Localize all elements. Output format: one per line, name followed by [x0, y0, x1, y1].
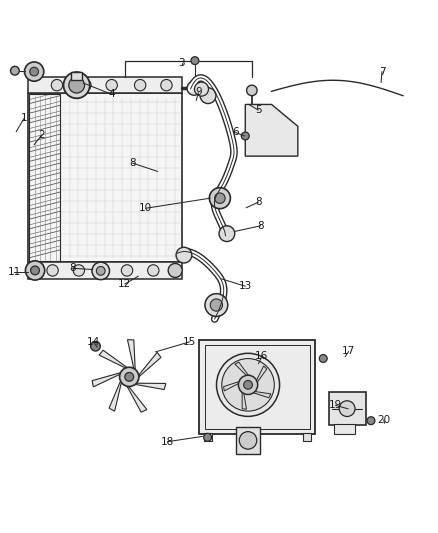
Circle shape: [168, 263, 182, 278]
Circle shape: [219, 226, 235, 241]
Text: 3: 3: [178, 58, 185, 68]
Circle shape: [205, 294, 228, 317]
Text: 10: 10: [139, 203, 152, 213]
Circle shape: [204, 433, 212, 441]
Text: 12: 12: [118, 279, 131, 289]
Circle shape: [92, 262, 110, 280]
Bar: [328, 392, 366, 425]
Text: 9: 9: [195, 87, 202, 97]
Polygon shape: [109, 381, 121, 411]
Circle shape: [106, 79, 117, 91]
Circle shape: [96, 266, 105, 275]
Polygon shape: [127, 340, 135, 369]
Text: 11: 11: [8, 267, 21, 277]
Bar: [29, 94, 60, 261]
Text: 20: 20: [377, 415, 390, 425]
Polygon shape: [127, 386, 147, 412]
Bar: [204, 433, 212, 441]
Circle shape: [238, 375, 258, 394]
Polygon shape: [235, 362, 249, 376]
Circle shape: [244, 381, 252, 389]
Circle shape: [148, 265, 159, 276]
Circle shape: [210, 299, 223, 311]
Polygon shape: [139, 352, 161, 377]
Circle shape: [319, 354, 327, 362]
Bar: [28, 262, 182, 279]
Circle shape: [120, 367, 139, 386]
Circle shape: [47, 265, 58, 276]
Circle shape: [222, 359, 274, 411]
Circle shape: [125, 373, 134, 381]
Text: 8: 8: [129, 158, 136, 168]
Text: 16: 16: [255, 351, 268, 361]
Text: 4: 4: [108, 90, 115, 99]
Circle shape: [161, 79, 172, 91]
Circle shape: [73, 265, 85, 276]
Circle shape: [51, 79, 63, 91]
Polygon shape: [99, 350, 127, 368]
Circle shape: [69, 77, 85, 93]
Bar: [303, 433, 311, 441]
Circle shape: [80, 79, 91, 91]
Circle shape: [209, 188, 230, 209]
Circle shape: [11, 66, 19, 75]
Bar: [28, 93, 182, 262]
Circle shape: [339, 401, 355, 416]
Circle shape: [134, 79, 146, 91]
Circle shape: [97, 265, 109, 276]
Circle shape: [194, 82, 208, 96]
Circle shape: [121, 265, 133, 276]
Circle shape: [91, 342, 100, 351]
Circle shape: [215, 193, 225, 204]
Circle shape: [191, 56, 199, 64]
Text: 7: 7: [378, 67, 385, 77]
Text: 8: 8: [255, 197, 262, 207]
Text: 6: 6: [232, 127, 239, 138]
Text: 1: 1: [21, 114, 28, 124]
Bar: [71, 72, 82, 80]
Circle shape: [247, 85, 257, 96]
Circle shape: [239, 432, 257, 449]
Circle shape: [30, 67, 39, 76]
Circle shape: [367, 417, 375, 425]
Polygon shape: [92, 373, 120, 387]
Text: 2: 2: [38, 130, 45, 140]
Text: 18: 18: [161, 437, 174, 447]
Circle shape: [25, 62, 44, 81]
Circle shape: [25, 261, 45, 280]
Bar: [205, 345, 310, 429]
Text: 8: 8: [257, 221, 264, 231]
Bar: [334, 424, 354, 434]
Circle shape: [31, 266, 39, 275]
Circle shape: [216, 353, 279, 416]
Polygon shape: [256, 366, 267, 383]
Text: 17: 17: [342, 346, 355, 357]
Circle shape: [176, 247, 192, 263]
Bar: [236, 427, 260, 454]
Text: 19: 19: [329, 400, 342, 410]
Text: 14: 14: [87, 337, 100, 347]
Bar: [28, 77, 182, 93]
Bar: [199, 340, 315, 434]
Text: 15: 15: [183, 337, 196, 347]
Circle shape: [64, 72, 90, 98]
Circle shape: [241, 132, 249, 140]
Circle shape: [187, 81, 201, 95]
Polygon shape: [242, 391, 247, 409]
Polygon shape: [245, 104, 298, 156]
Text: 5: 5: [255, 105, 262, 115]
Polygon shape: [223, 381, 240, 391]
Text: 13: 13: [239, 281, 252, 291]
Circle shape: [200, 88, 216, 103]
Polygon shape: [135, 383, 166, 390]
Polygon shape: [252, 391, 271, 398]
Text: 8: 8: [69, 263, 76, 273]
